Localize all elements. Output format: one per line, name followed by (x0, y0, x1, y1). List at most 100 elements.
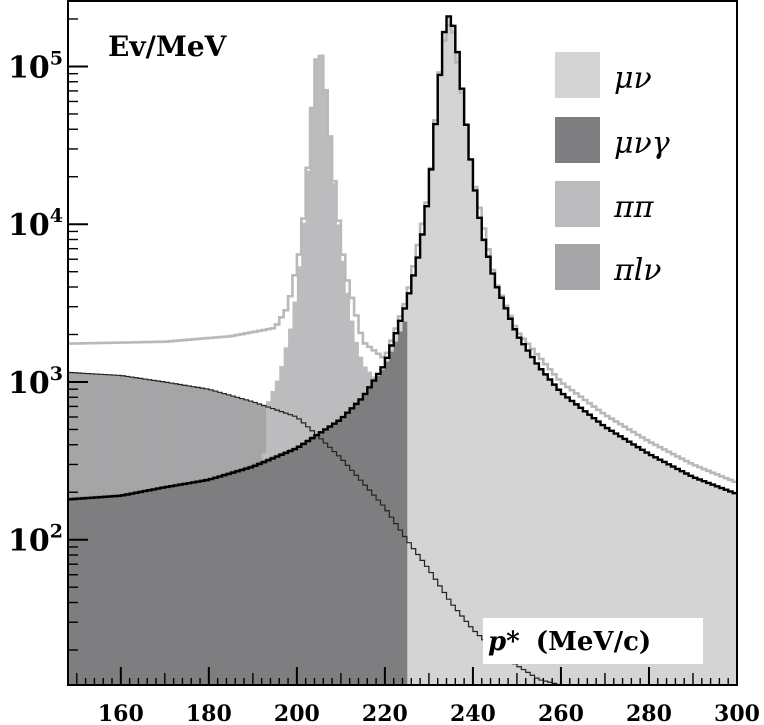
series-3-bar (266, 458, 271, 685)
series-2-bar (450, 25, 456, 685)
y-tick-label: 102 (8, 521, 63, 559)
y-tick-label-base: 10 (8, 524, 50, 559)
series-3-bar (164, 485, 170, 685)
series-2-bar (512, 329, 518, 685)
series-2-bar (675, 468, 681, 685)
series-3-bar (68, 497, 73, 685)
series-2-bar (569, 400, 575, 685)
series-3-bar (230, 470, 236, 685)
x-tick-label: 180 (186, 701, 232, 725)
series-2-bar (428, 169, 434, 685)
series-2-bar (613, 433, 619, 685)
series-2-bar (556, 389, 562, 685)
series-3-bar (147, 488, 153, 685)
series-3-bar (138, 490, 144, 685)
legend-swatch-0 (555, 52, 600, 98)
series-2-bar (437, 74, 443, 685)
series-3-bar (358, 399, 364, 685)
series-2-bar (481, 239, 487, 685)
x-tick-label: 240 (450, 701, 496, 725)
series-2-bar (635, 447, 641, 685)
series-2-bar (464, 124, 469, 685)
series-3-bar (274, 454, 280, 685)
series-2-bar (604, 428, 610, 685)
series-2-bar (719, 488, 725, 685)
series-1-bar (327, 137, 333, 685)
series-2-bar (406, 293, 412, 685)
y-tick-label: 105 (8, 47, 63, 85)
series-3-bar (371, 381, 377, 685)
series-3-bar (376, 375, 381, 685)
series-5-outline (68, 15, 737, 501)
series-3-bar (160, 486, 166, 685)
series-2-bar (494, 287, 500, 685)
histogram-outlines (68, 15, 737, 685)
series-3-bar (283, 450, 289, 685)
series-3-bar (169, 484, 175, 685)
series-1-bar (323, 90, 329, 685)
series-3-bar (257, 461, 263, 685)
series-2-bar (442, 32, 447, 685)
series-3-bar (85, 496, 91, 685)
series-2-bar (666, 464, 672, 685)
series-1-bar (318, 56, 324, 685)
series-3-bar (103, 495, 109, 685)
series-3-bar (204, 478, 210, 685)
series-2-bar (477, 217, 483, 685)
series-3-bar (186, 481, 192, 685)
x-tick-label: 260 (538, 701, 584, 725)
series-2-bar (516, 337, 522, 685)
legend-swatch-3 (555, 244, 600, 290)
series-0-outline (68, 371, 561, 685)
series-2-bar (420, 234, 425, 685)
series-1-bar (314, 59, 320, 685)
plot-frame (67, 0, 738, 686)
series-2-bar (714, 486, 720, 685)
legend-label-2: ππ (613, 190, 655, 225)
series-2-bar (468, 159, 474, 685)
series-3-bar (354, 403, 359, 685)
legend-swatch-1 (555, 117, 600, 163)
series-3-bar (116, 494, 122, 685)
x-axis-label: p* (MeV/c) (488, 627, 651, 657)
y-tick-label-exponent: 5 (50, 47, 63, 69)
series-2-bar (459, 88, 465, 685)
series-3-bar (252, 463, 258, 685)
series-2-bar (587, 414, 593, 685)
series-2-bar (626, 441, 632, 685)
x-tick-label: 200 (274, 701, 320, 725)
x-axis-label-unit: (MeV/c) (536, 627, 651, 657)
x-axis-label-symbol: p* (488, 627, 520, 657)
series-3-bar (235, 469, 241, 685)
series-2-bar (723, 489, 729, 685)
series-3-bar (261, 459, 267, 685)
x-axis-label-background (483, 618, 703, 664)
y-tick-label-base: 10 (8, 208, 50, 243)
series-3-bar (142, 489, 148, 685)
series-2-bar (525, 350, 531, 685)
series-3-bar (310, 436, 315, 685)
series-3-bar (327, 425, 333, 685)
series-3-bar (125, 492, 131, 685)
series-2-bar (578, 407, 584, 685)
series-3-bar (173, 483, 179, 685)
y-axis-label: Ev/MeV (108, 30, 228, 63)
series-1-bar (310, 109, 315, 685)
series-3-bar (129, 491, 135, 685)
series-2-bar (415, 257, 421, 685)
x-tick-label: 160 (98, 701, 144, 725)
series-3-bar (134, 491, 139, 685)
series-2-bar (565, 397, 571, 685)
series-2-bar (657, 459, 663, 685)
series-3-bar (362, 394, 368, 685)
y-tick-label-base: 10 (8, 366, 50, 401)
x-tick-label: 300 (714, 701, 760, 725)
y-tick-label: 103 (8, 363, 63, 401)
series-2-bar (684, 473, 689, 685)
series-3-bar (217, 474, 223, 685)
x-tick-label: 220 (362, 701, 408, 725)
series-3-bar (72, 497, 78, 685)
series-3-bar (318, 430, 324, 685)
series-2-bar (701, 481, 707, 685)
